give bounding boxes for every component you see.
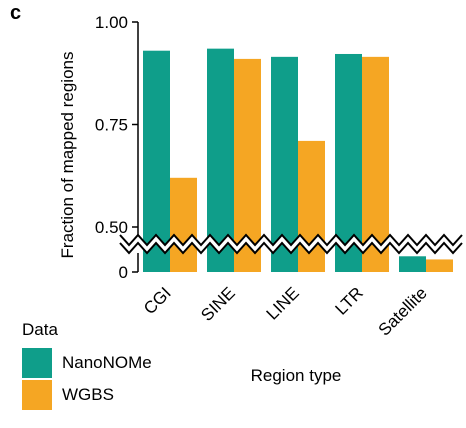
x-tick-label-line: LINE bbox=[263, 283, 303, 323]
x-tick-label-sine: SINE bbox=[197, 283, 238, 324]
y-tick-label: 1.00 bbox=[95, 13, 128, 32]
axis-break-line-upper bbox=[119, 233, 463, 247]
panel-label: c bbox=[10, 2, 22, 24]
axes-group bbox=[119, 22, 463, 272]
bar-nanonome-line bbox=[271, 56, 298, 272]
y-tick-label: 0.75 bbox=[95, 116, 128, 135]
x-tick-label-ltr: LTR bbox=[332, 283, 367, 318]
y-ticks-group: 1.00 0.75 0.50 0 bbox=[95, 13, 138, 282]
axis-break-line-lower bbox=[119, 241, 463, 255]
bar-wgbs-line bbox=[298, 140, 325, 272]
bar-nanonome-satellite bbox=[399, 256, 426, 272]
bar-wgbs-satellite bbox=[426, 259, 453, 272]
legend-title: Data bbox=[22, 320, 58, 339]
bar-wgbs-ltr bbox=[362, 56, 389, 272]
y-tick-label: 0.50 bbox=[95, 218, 128, 237]
legend-label-wgbs: WGBS bbox=[62, 385, 114, 404]
x-ticks-group: CGI SINE LINE LTR Satellite bbox=[140, 283, 431, 339]
x-tick-label-satellite: Satellite bbox=[375, 283, 431, 339]
x-tick-label-cgi: CGI bbox=[140, 283, 175, 318]
legend-label-nanonome: NanoNOMe bbox=[62, 353, 152, 372]
x-axis-label: Region type bbox=[251, 366, 342, 385]
axis-break-band bbox=[120, 235, 462, 253]
y-axis-label: Fraction of mapped regions bbox=[58, 52, 77, 259]
bar-wgbs-cgi bbox=[170, 177, 197, 272]
bar-nanonome-sine bbox=[207, 48, 234, 273]
legend-swatch-wgbs bbox=[22, 380, 52, 410]
legend-swatch-nanonome bbox=[22, 348, 52, 378]
y-tick-label: 0 bbox=[119, 263, 128, 282]
bar-nanonome-ltr bbox=[335, 53, 362, 273]
